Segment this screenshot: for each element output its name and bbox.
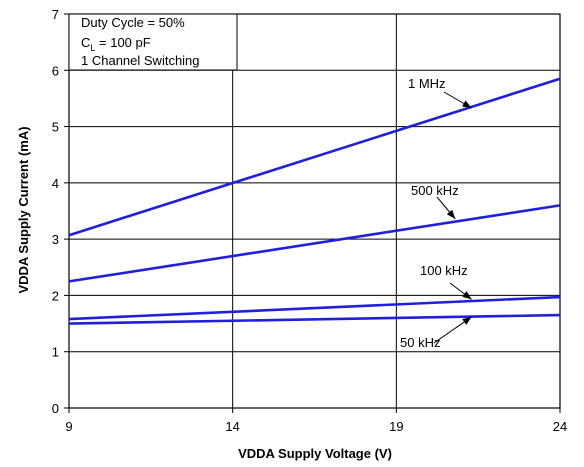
series-line-2 [68, 295, 561, 321]
y-axis-title: VDDA Supply Current (mA) [16, 126, 31, 293]
y-tick-label: 7 [52, 7, 59, 22]
conditions-box-frame [68, 13, 238, 71]
y-tick-label: 2 [52, 288, 59, 303]
conditions-box: Duty Cycle = 50% CL = 100 pF 1 Channel S… [68, 13, 238, 71]
x-tick-label: 19 [389, 419, 403, 434]
axis-ticks: 0 1 2 3 4 5 6 7 9 14 19 24 [52, 7, 567, 434]
series-label-1mhz: 1 MHz [408, 76, 446, 91]
cl-value: = 100 pF [95, 35, 150, 50]
series-label-50khz: 50 kHz [400, 335, 440, 350]
series-line-1 [68, 204, 561, 283]
y-tick-label: 4 [52, 176, 59, 191]
callout-arrowhead [462, 316, 472, 325]
series-label-100khz: 100 kHz [420, 263, 468, 278]
y-tick-label: 1 [52, 345, 59, 360]
y-tick-label: 6 [52, 63, 59, 78]
condition-load-capacitance: CL = 100 pF [81, 35, 151, 53]
series-label-500khz: 500 kHz [411, 183, 459, 198]
cl-subscript: L [90, 43, 95, 53]
condition-duty-cycle: Duty Cycle = 50% [81, 15, 185, 30]
x-tick-label: 14 [225, 419, 239, 434]
y-tick-label: 0 [52, 401, 59, 416]
plot-area-frame [68, 13, 561, 409]
condition-channel-switching: 1 Channel Switching [81, 53, 200, 68]
x-tick-label: 24 [553, 419, 567, 434]
x-tick-label: 9 [65, 419, 72, 434]
series-line-0 [68, 77, 561, 237]
y-tick-label: 3 [52, 232, 59, 247]
series-line-3 [68, 313, 561, 325]
x-axis-title: VDDA Supply Voltage (V) [238, 446, 392, 461]
series-labels: 1 MHz 500 kHz 100 kHz 50 kHz [400, 76, 468, 350]
y-tick-label: 5 [52, 120, 59, 135]
callout-arrowhead [446, 209, 456, 219]
series-group [68, 77, 561, 325]
callout-arrowhead [462, 291, 472, 300]
cl-symbol: C [81, 35, 90, 50]
series-callouts [433, 91, 472, 344]
callout-arrowhead [462, 100, 472, 108]
